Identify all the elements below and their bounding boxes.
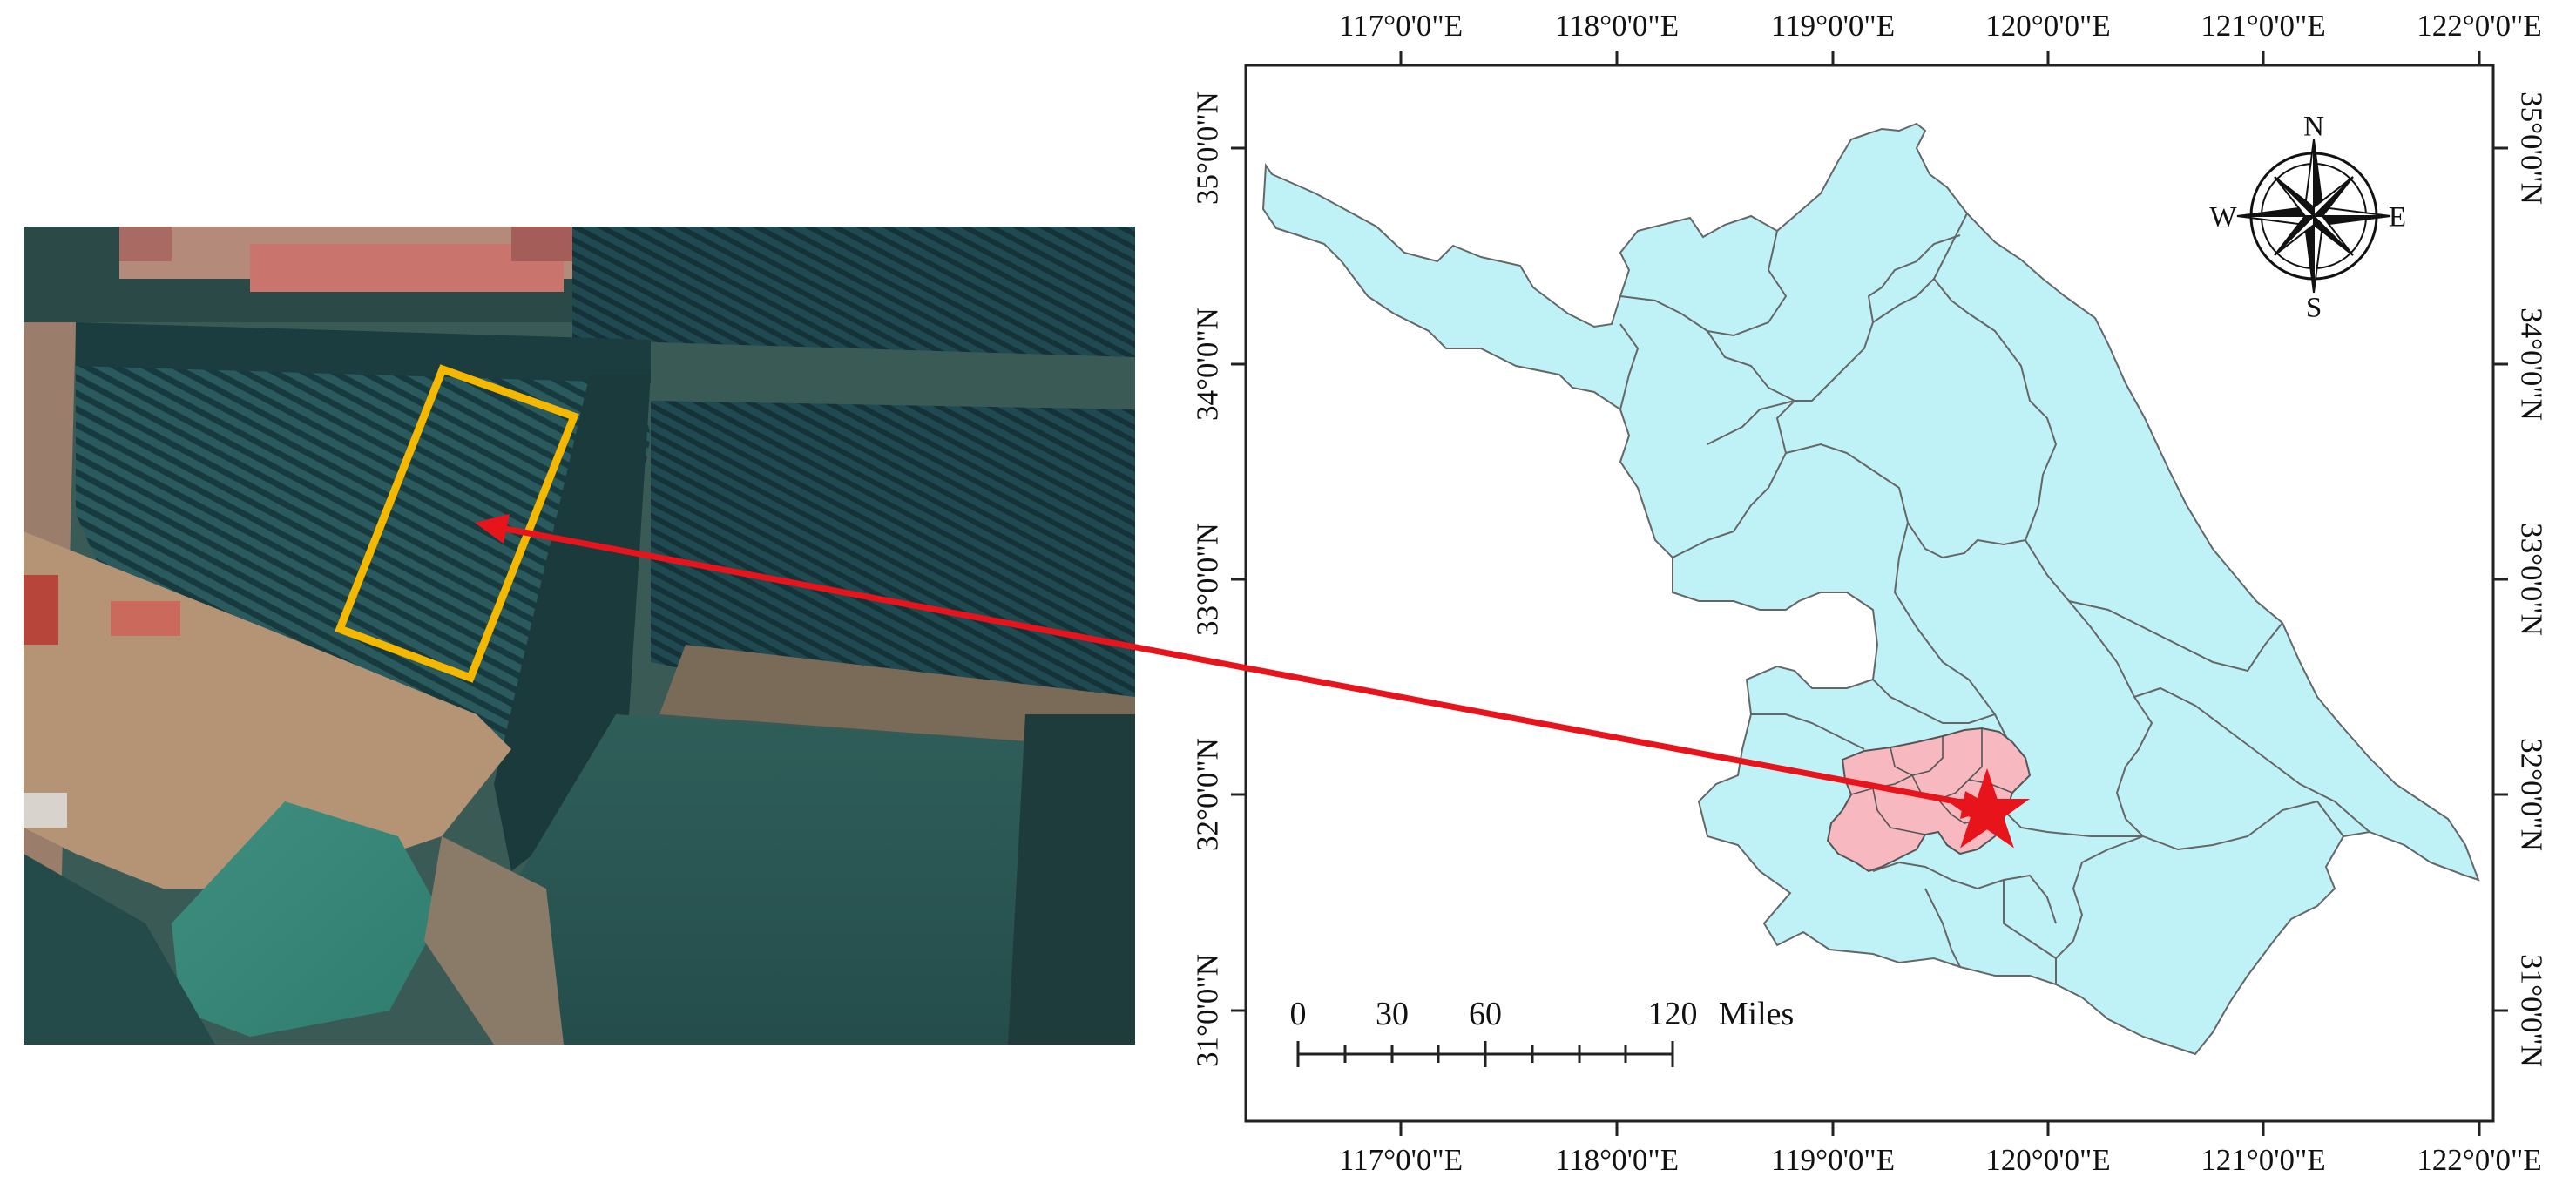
lon-label-top: 121°0'0"E [2201,9,2326,43]
scale-label: 30 [1376,996,1409,1032]
scale-label: 0 [1289,996,1307,1032]
lat-label-left: 33°0'0"N [1190,523,1225,636]
lat-label-left: 31°0'0"N [1190,954,1225,1067]
lon-label-top: 120°0'0"E [1985,9,2111,43]
lon-label-bottom: 117°0'0"E [1338,1143,1464,1177]
lon-label-bottom: 121°0'0"E [2201,1143,2326,1177]
lat-label-left: 34°0'0"N [1190,308,1225,421]
scale-label: 120 [1647,996,1698,1032]
connection-arrow [496,524,1980,809]
lon-label-top: 119°0'0"E [1770,9,1896,43]
compass-south-label: S [2305,292,2322,324]
compass-north-label: N [2303,111,2324,143]
lat-label-left: 32°0'0"N [1190,738,1225,851]
lat-label-right: 33°0'0"N [2514,523,2549,636]
satellite-image [24,227,1135,1045]
lon-label-bottom: 119°0'0"E [1770,1143,1896,1177]
lat-label-right: 35°0'0"N [2514,91,2549,205]
scale-bar [1296,1041,1674,1067]
scale-label: 60 [1469,996,1502,1032]
lat-label-right: 32°0'0"N [2514,738,2549,851]
lon-label-bottom: 122°0'0"E [2417,1143,2542,1177]
lat-label-left: 35°0'0"N [1190,91,1225,205]
scale-unit-label: Miles [1718,996,1795,1032]
province-shape [1261,122,2480,1056]
lat-label-right: 31°0'0"N [2514,954,2549,1067]
compass-east-label: E [2388,201,2407,233]
lon-label-bottom: 118°0'0"E [1554,1143,1680,1177]
lon-label-top: 118°0'0"E [1554,9,1680,43]
lon-label-bottom: 120°0'0"E [1985,1143,2111,1177]
study-area-box [335,364,579,683]
compass-rose-icon [2236,139,2391,294]
compass-west-label: W [2209,201,2237,233]
lon-label-top: 122°0'0"E [2417,9,2542,43]
lon-label-top: 117°0'0"E [1338,9,1464,43]
lat-label-right: 34°0'0"N [2514,308,2549,421]
highlight-region [1826,727,2032,873]
